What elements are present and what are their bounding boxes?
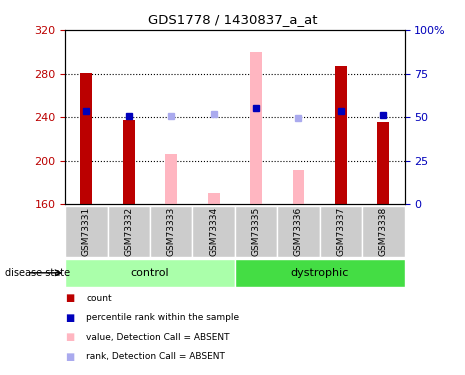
Text: value, Detection Call = ABSENT: value, Detection Call = ABSENT [86,333,230,342]
Text: GDS1778 / 1430837_a_at: GDS1778 / 1430837_a_at [148,13,317,26]
Bar [65,259,235,287]
Text: count: count [86,294,112,303]
Text: GSM73333: GSM73333 [166,207,176,256]
Bar [335,66,347,204]
Text: percentile rank within the sample: percentile rank within the sample [86,313,239,322]
Text: ■: ■ [65,332,74,342]
Bar [107,206,150,257]
Bar [208,194,219,204]
Bar [193,206,235,257]
Text: control: control [131,268,169,278]
Bar [235,206,277,257]
Bar [362,206,405,257]
Text: rank, Detection Call = ABSENT: rank, Detection Call = ABSENT [86,352,225,361]
Text: ■: ■ [65,352,74,362]
Bar [123,120,135,204]
Bar [320,206,362,257]
Bar [150,206,193,257]
Bar [235,259,405,287]
Bar [292,170,305,204]
Bar [378,122,389,204]
Bar [277,206,319,257]
Bar [250,52,262,204]
Text: disease state: disease state [5,268,70,278]
Text: GSM73332: GSM73332 [124,207,133,256]
Text: ■: ■ [65,293,74,303]
Bar [80,72,92,204]
Text: ■: ■ [65,313,74,322]
Text: GSM73334: GSM73334 [209,207,218,256]
Text: GSM73337: GSM73337 [336,207,345,256]
Text: GSM73335: GSM73335 [252,207,260,256]
Text: GSM73331: GSM73331 [82,207,91,256]
Bar [65,206,107,257]
Text: GSM73338: GSM73338 [379,207,388,256]
Text: dystrophic: dystrophic [291,268,349,278]
Bar [165,154,177,204]
Text: GSM73336: GSM73336 [294,207,303,256]
